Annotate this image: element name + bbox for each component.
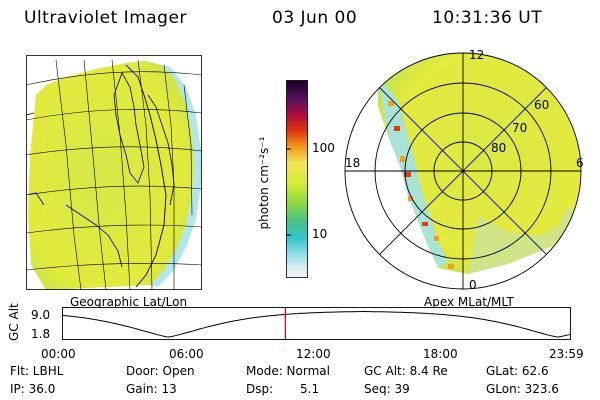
mlt-label-6: 6 bbox=[576, 156, 584, 170]
mlt-label-18: 18 bbox=[345, 156, 361, 170]
time-tick-1800: 18:00 bbox=[423, 347, 458, 361]
mlt-label-12: 12 bbox=[469, 48, 485, 62]
time-tick-0600: 06:00 bbox=[169, 347, 204, 361]
dsp-label: Dsp: bbox=[246, 382, 274, 396]
polar-panel-caption: Apex MLat/MLT bbox=[424, 295, 514, 309]
colorbar-tick-100: 100 bbox=[312, 141, 335, 155]
altitude-tick-low: 1.8 bbox=[31, 327, 51, 341]
geographic-map-image bbox=[26, 55, 202, 290]
mlat-label-60: 60 bbox=[534, 98, 550, 112]
geo-latitude-status: GLat: 62.6 bbox=[486, 364, 549, 378]
time-tick-2359: 23:59 bbox=[549, 347, 584, 361]
gain-status: Gain: 13 bbox=[126, 382, 177, 396]
geo-panel-caption: Geographic Lat/Lon bbox=[70, 295, 188, 309]
altitude-timeline-plot bbox=[62, 307, 571, 340]
dsp-value: 5.1 bbox=[300, 382, 320, 396]
filter-status: Flt: LBHL bbox=[10, 364, 64, 378]
image-time: 10:31:36 UT bbox=[432, 8, 543, 28]
mode-status: Mode: Normal bbox=[246, 364, 330, 378]
colorbar-tick-10: 10 bbox=[312, 227, 328, 241]
geo-longitude-status: GLon: 323.6 bbox=[486, 382, 559, 396]
ip-status: IP: 36.0 bbox=[10, 382, 56, 396]
door-status: Door: Open bbox=[126, 364, 195, 378]
image-date: 03 Jun 00 bbox=[272, 8, 358, 28]
time-tick-0000: 00:00 bbox=[41, 347, 76, 361]
mlt-label-0: 0 bbox=[469, 278, 477, 292]
mlat-label-70: 70 bbox=[512, 121, 528, 135]
gc-altitude-status: GC Alt: 8.4 Re bbox=[364, 364, 448, 378]
polar-aurora-image bbox=[344, 52, 582, 290]
sequence-status: Seq: 39 bbox=[364, 382, 410, 396]
intensity-colorbar bbox=[286, 80, 308, 278]
colorbar-unit-label: photon cm⁻²s⁻¹ bbox=[257, 136, 271, 230]
mlat-label-80: 80 bbox=[491, 141, 507, 155]
instrument-title: Ultraviolet Imager bbox=[24, 8, 187, 28]
altitude-axis-title: GC Alt bbox=[7, 303, 21, 341]
time-tick-1200: 12:00 bbox=[296, 347, 331, 361]
altitude-tick-high: 9.0 bbox=[31, 308, 51, 322]
